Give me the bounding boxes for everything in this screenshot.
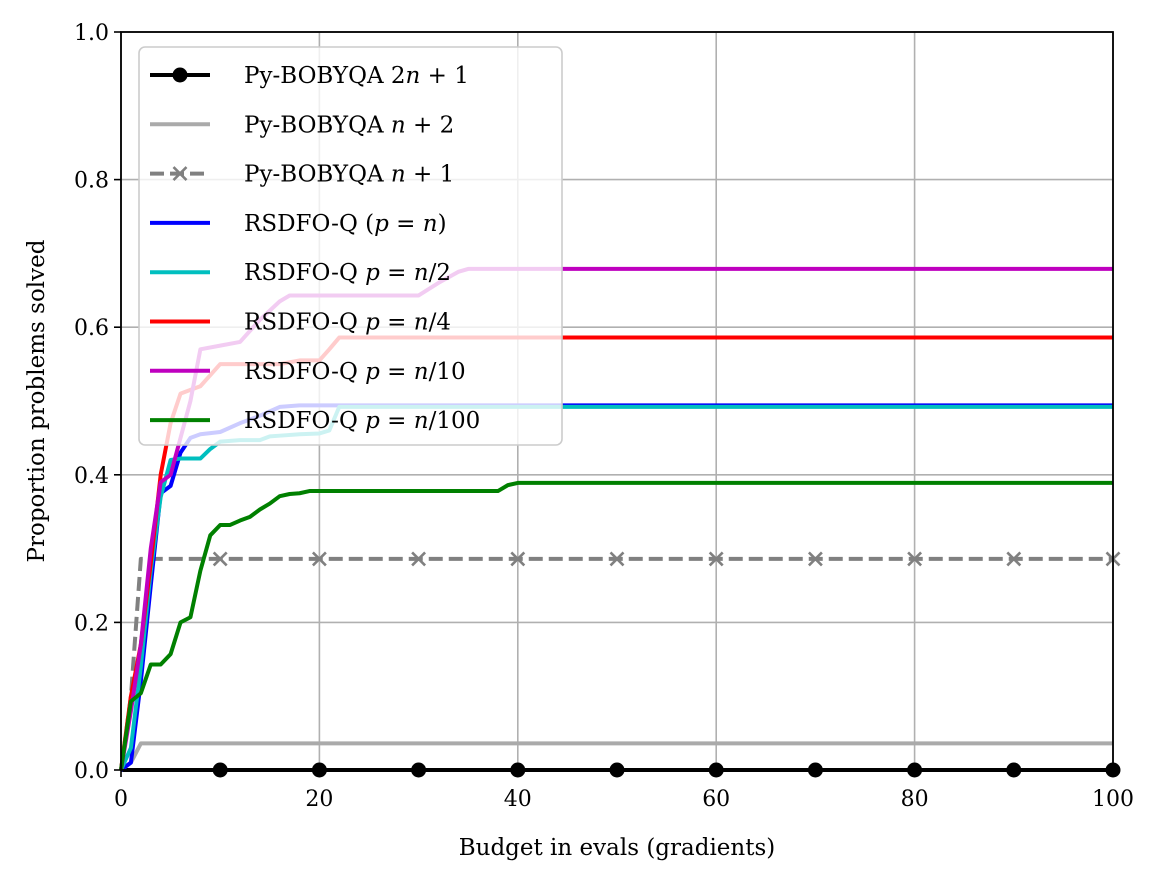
marker-stroke: [311, 551, 327, 567]
series-marker: [311, 551, 327, 567]
legend-box: [138, 46, 563, 446]
legend: Py-BOBYQA 2n + 1Py-BOBYQA n + 2Py-BOBYQA…: [138, 46, 563, 446]
legend-label-part: n: [414, 310, 429, 336]
series-marker: [510, 551, 526, 567]
plot-frame: [120, 31, 1114, 771]
legend-label-part: + 1: [420, 63, 469, 89]
legend-label-part: /10: [429, 359, 466, 385]
legend-label-part: RSDFO-Q: [244, 310, 365, 336]
series-line-3: [119, 556, 1113, 771]
marker-stroke: [1006, 551, 1022, 567]
y-tick-label: 0.8: [74, 169, 109, 194]
legend-label-part: + 2: [406, 112, 455, 138]
y-tick-label: 0.4: [74, 464, 109, 489]
legend-label-6: RSDFO-Q p = n/4: [244, 310, 451, 336]
legend-label-1: Py-BOBYQA 2n + 1: [244, 63, 469, 89]
series-marker: [212, 551, 228, 567]
series-line-8: [119, 480, 1113, 771]
x-tick-label: 0: [114, 787, 128, 812]
series-marker: [708, 551, 724, 567]
x-tick-label: 60: [702, 787, 730, 812]
legend-label-part: p: [365, 260, 380, 286]
legend-label-part: =: [380, 359, 414, 385]
legend-label-part: RSDFO-Q: [244, 359, 365, 385]
series-marker: [609, 551, 625, 567]
legend-label-part: p: [365, 359, 380, 385]
series-marker: [807, 551, 823, 567]
legend-label-part: /4: [429, 310, 451, 336]
legend-marker: [172, 166, 188, 182]
legend-label-part: n: [391, 162, 406, 188]
legend-label-part: 2: [391, 63, 406, 89]
legend-label-part: p: [374, 211, 389, 237]
legend-label-part: n: [414, 408, 429, 434]
legend-label-8: RSDFO-Q p = n/100: [244, 408, 480, 434]
legend-label-part: =: [380, 408, 414, 434]
y-axis-label: Proportion problems solved: [24, 239, 50, 562]
marker-stroke: [708, 551, 724, 567]
legend-label-part: ): [438, 211, 447, 237]
legend-label-part: Py-BOBYQA: [244, 63, 391, 89]
series-marker: [411, 551, 427, 567]
legend-label-part: /100: [429, 408, 481, 434]
legend-label-part: n: [391, 112, 406, 138]
legend-label-part: /2: [429, 260, 451, 286]
legend-label-part: n: [414, 359, 429, 385]
legend-label-part: =: [380, 260, 414, 286]
legend-label-part: =: [380, 310, 414, 336]
marker-stroke: [807, 551, 823, 567]
legend-label-4: RSDFO-Q (p = n): [244, 211, 447, 237]
legend-label-part: Py-BOBYQA: [244, 162, 391, 188]
legend-label-part: n: [414, 260, 429, 286]
legend-label-3: Py-BOBYQA n + 1: [244, 162, 454, 188]
legend-label-part: n: [406, 63, 421, 89]
marker-stroke: [609, 551, 625, 567]
legend-label-5: RSDFO-Q p = n/2: [244, 260, 451, 286]
legend-label-7: RSDFO-Q p = n/10: [244, 359, 466, 385]
x-tick-label: 20: [305, 787, 333, 812]
legend-label-part: n: [423, 211, 438, 237]
legend-label-part: p: [365, 408, 380, 434]
x-tick-label: 80: [901, 787, 929, 812]
marker-stroke: [411, 551, 427, 567]
legend-label-part: p: [365, 310, 380, 336]
y-tick-label: 0.0: [74, 759, 109, 784]
legend-label-2: Py-BOBYQA n + 2: [244, 112, 454, 138]
x-axis-label: Budget in evals (gradients): [459, 835, 776, 861]
legend-marker: [172, 67, 188, 83]
y-tick-label: 0.2: [74, 611, 109, 636]
series-marker: [1006, 551, 1022, 567]
axes: 0 20 40 60 80 100 0.0 0.2 0.4 0.6 0.8 1.0: [74, 21, 1134, 812]
legend-label-part: RSDFO-Q: [244, 408, 365, 434]
y-tick-label: 1.0: [74, 21, 109, 46]
legend-label-part: RSDFO-Q (: [244, 211, 374, 237]
legend-label-part: + 1: [406, 162, 455, 188]
marker-stroke: [212, 551, 228, 567]
marker-stroke: [907, 551, 923, 567]
x-tick-label: 40: [504, 787, 532, 812]
legend-label-part: =: [389, 211, 423, 237]
marker-stroke: [510, 551, 526, 567]
y-tick-label: 0.6: [74, 316, 109, 341]
legend-label-part: RSDFO-Q: [244, 260, 365, 286]
series-marker: [907, 551, 923, 567]
x-tick-label: 100: [1092, 787, 1134, 812]
legend-label-part: Py-BOBYQA: [244, 112, 391, 138]
